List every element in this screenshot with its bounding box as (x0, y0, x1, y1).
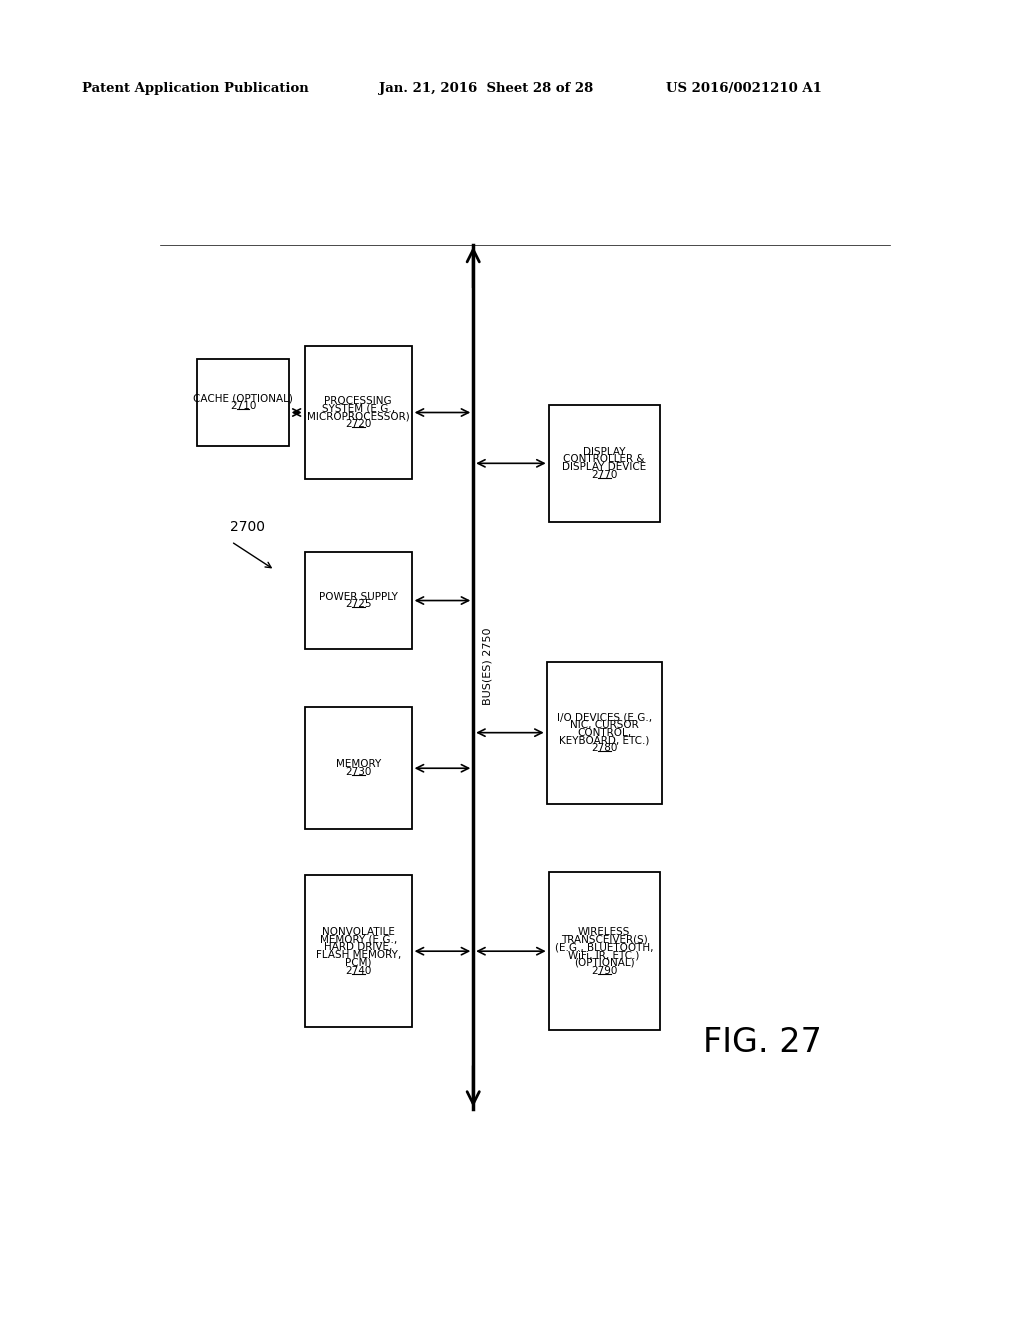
Text: KEYBOARD, ETC.): KEYBOARD, ETC.) (559, 735, 649, 746)
Bar (547, 661, 662, 804)
Text: US 2016/0021210 A1: US 2016/0021210 A1 (666, 82, 821, 95)
Text: Patent Application Publication: Patent Application Publication (82, 82, 308, 95)
Text: NIC, CURSOR: NIC, CURSOR (569, 719, 639, 730)
Text: Jan. 21, 2016  Sheet 28 of 28: Jan. 21, 2016 Sheet 28 of 28 (379, 82, 593, 95)
Text: BUS(ES) 2750: BUS(ES) 2750 (482, 628, 493, 705)
Text: I/O DEVICES (E.G.,: I/O DEVICES (E.G., (557, 711, 651, 722)
Text: CONTROLLER &: CONTROLLER & (563, 454, 645, 465)
Text: 2730: 2730 (345, 767, 372, 777)
Text: 2700: 2700 (229, 520, 264, 535)
Bar (549, 873, 659, 1030)
Text: NONVOLATILE: NONVOLATILE (322, 927, 394, 937)
Text: MEMORY: MEMORY (336, 759, 381, 770)
Bar (304, 346, 412, 479)
Text: 2770: 2770 (591, 470, 617, 480)
Bar (549, 405, 659, 521)
Text: WIRELESS: WIRELESS (578, 927, 631, 937)
Text: 2790: 2790 (591, 966, 617, 975)
Bar (198, 359, 289, 446)
Text: PROCESSING: PROCESSING (325, 396, 392, 405)
Bar (304, 875, 412, 1027)
Text: POWER SUPPLY: POWER SUPPLY (318, 591, 397, 602)
Text: DISPLAY DEVICE: DISPLAY DEVICE (562, 462, 646, 473)
Text: SYSTEM (E.G.,: SYSTEM (E.G., (322, 404, 394, 413)
Text: PCM): PCM) (345, 958, 372, 968)
Text: 2720: 2720 (345, 420, 372, 429)
Bar (304, 552, 412, 649)
Text: TRANSCEIVER(S): TRANSCEIVER(S) (561, 935, 647, 945)
Text: FLASH MEMORY,: FLASH MEMORY, (315, 950, 400, 960)
Text: MICROPROCESSOR): MICROPROCESSOR) (307, 412, 410, 421)
Text: HARD DRIVE,: HARD DRIVE, (324, 942, 392, 952)
Text: (E.G., BLUETOOTH,: (E.G., BLUETOOTH, (555, 942, 653, 952)
Text: 2740: 2740 (345, 966, 372, 975)
Text: WiFi, IR, ETC.): WiFi, IR, ETC.) (568, 950, 640, 960)
Text: CONTROL,: CONTROL, (578, 727, 631, 738)
Text: 2710: 2710 (229, 401, 256, 412)
Text: CACHE (OPTIONAL): CACHE (OPTIONAL) (194, 393, 293, 404)
Text: MEMORY (E.G.,: MEMORY (E.G., (319, 935, 396, 945)
Text: DISPLAY: DISPLAY (583, 446, 626, 457)
Text: 2780: 2780 (591, 743, 617, 754)
Bar (304, 708, 412, 829)
Text: 2725: 2725 (345, 599, 372, 610)
Text: (OPTIONAL): (OPTIONAL) (573, 958, 635, 968)
Text: FIG. 27: FIG. 27 (703, 1026, 822, 1059)
